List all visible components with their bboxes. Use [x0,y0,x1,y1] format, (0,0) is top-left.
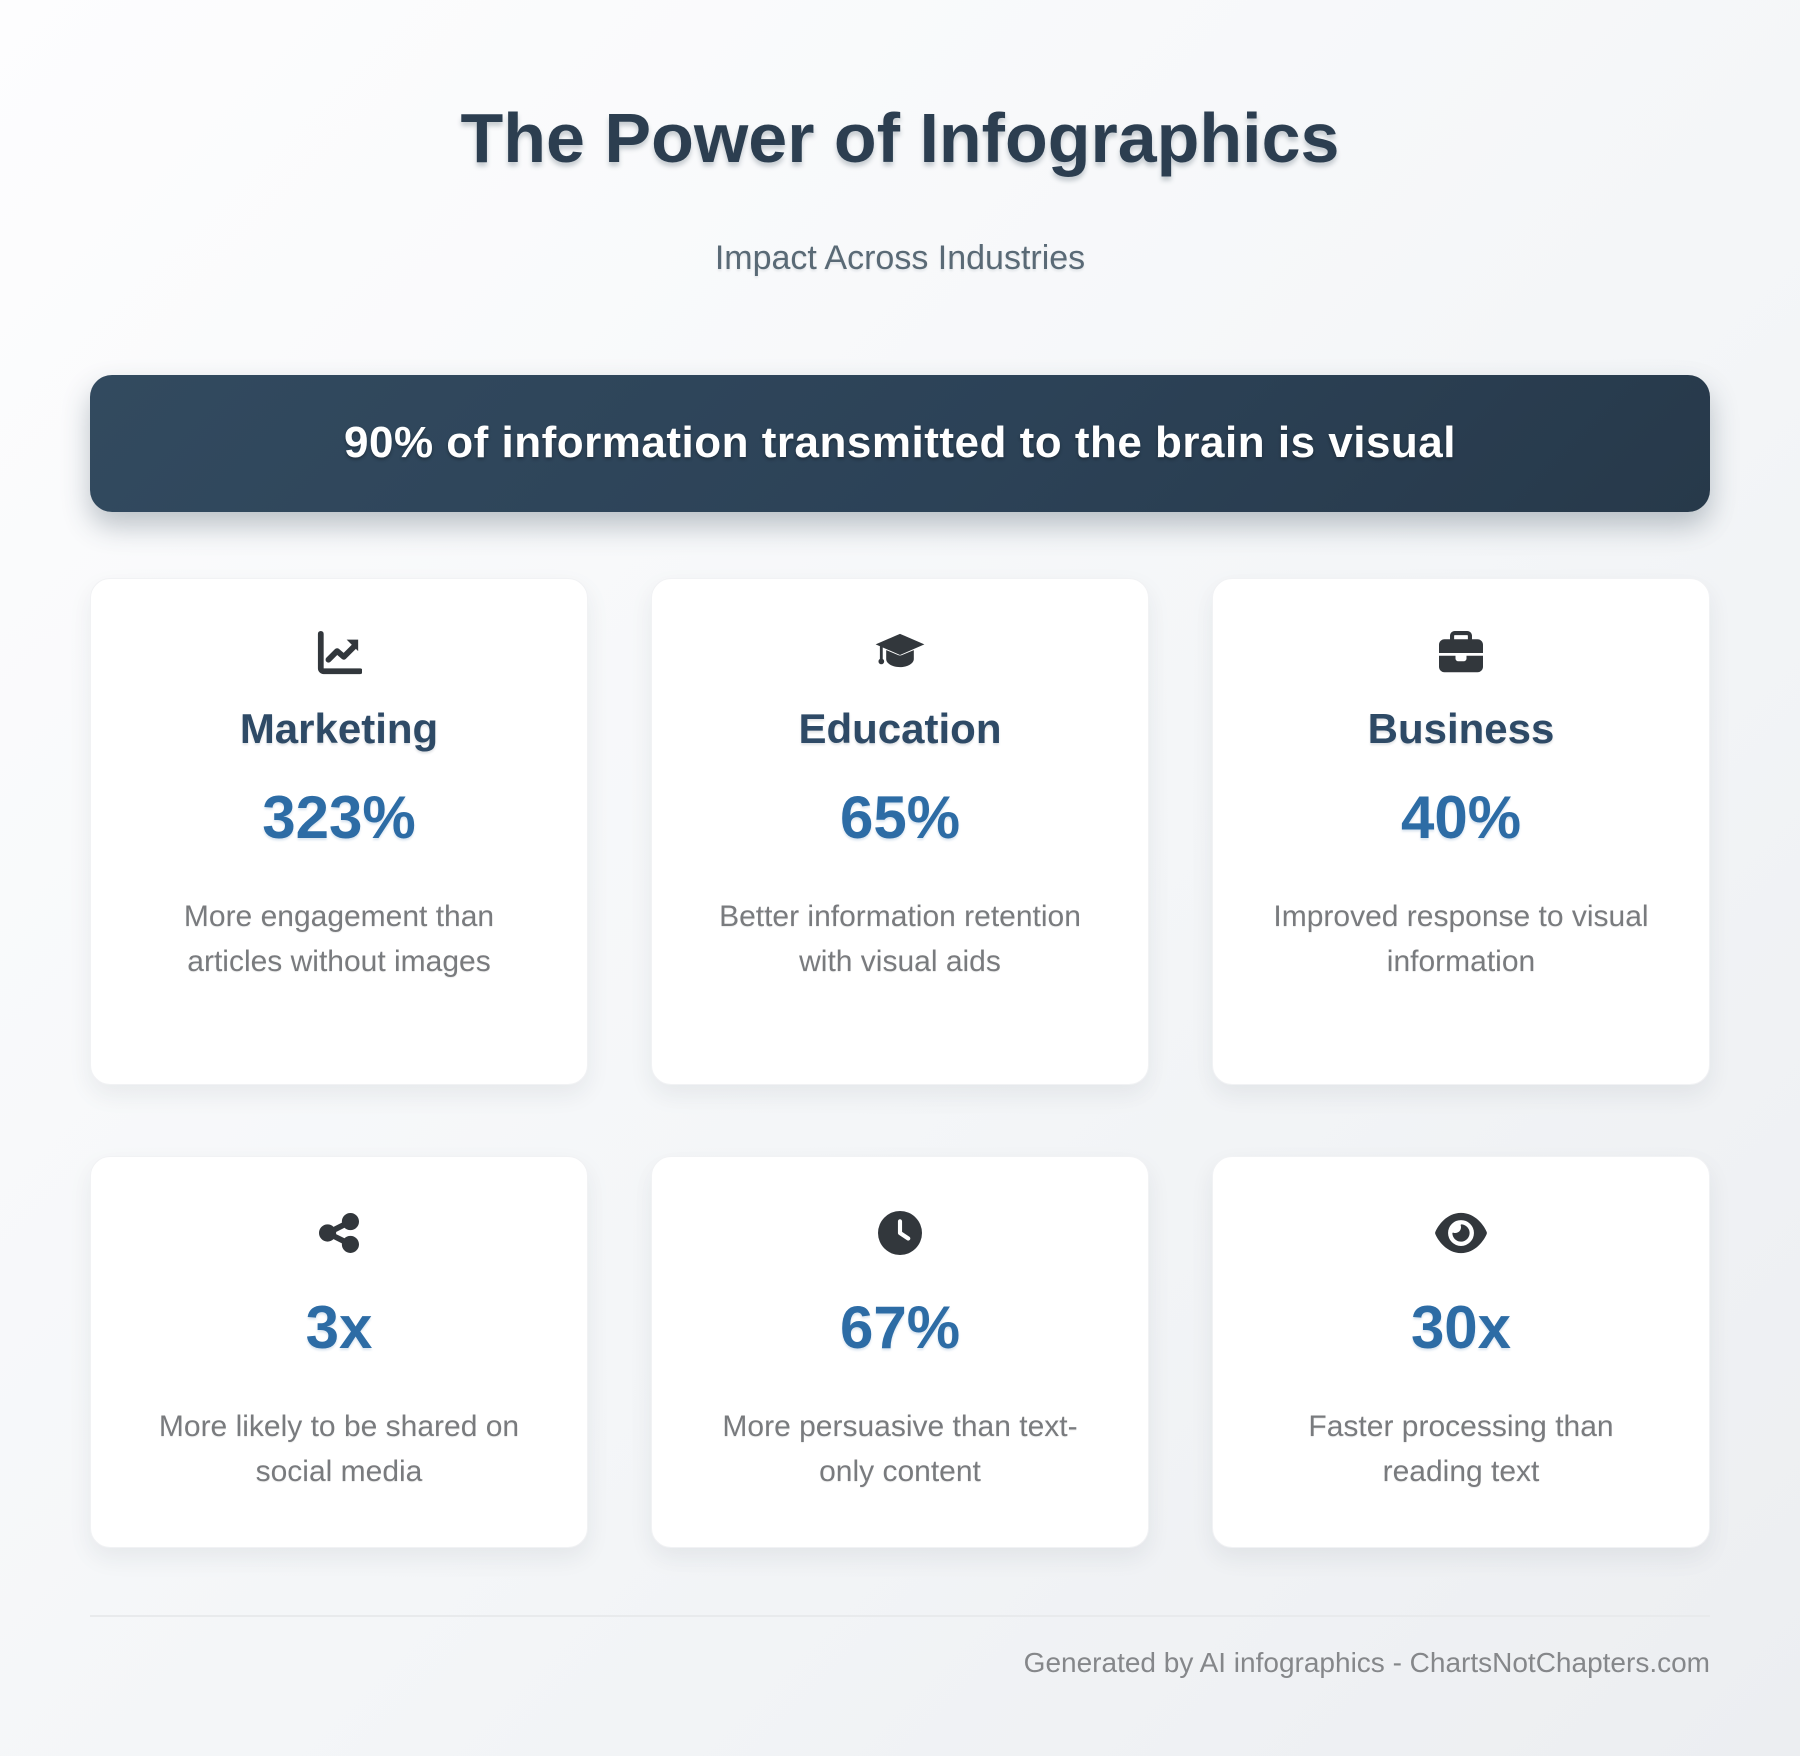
stat-card-marketing: Marketing 323% More engagement than arti… [90,577,588,1085]
share-nodes-icon [135,1209,543,1257]
infographic-page: The Power of Infographics Impact Across … [90,99,1710,1678]
stat-card-education: Education 65% Better information retenti… [651,577,1149,1085]
headline-banner-text: 90% of information transmitted to the br… [344,418,1456,468]
stat-card-value: 3x [305,1293,373,1361]
stat-card-value: 323% [262,783,416,851]
stats-grid: Marketing 323% More engagement than arti… [90,577,1710,1548]
eye-icon [1257,1209,1665,1257]
page-title: The Power of Infographics [460,99,1340,177]
stat-card-value: 67% [839,1293,961,1361]
stat-card-title: Business [1367,704,1555,752]
stat-card-social-sharing: 3x More likely to be shared on social me… [90,1155,588,1548]
stat-card-description: Improved response to visual information [1273,899,1649,978]
stat-card-description: Better information retention with visual… [719,899,1081,978]
stat-card-value: 30x [1410,1293,1512,1361]
briefcase-icon [1257,629,1665,677]
headline-banner: 90% of information transmitted to the br… [90,374,1710,512]
stat-card-description: More engagement than articles without im… [183,899,495,978]
stat-card-title: Marketing [239,704,439,752]
stat-card-value: 65% [839,783,961,851]
stat-card-description: More persuasive than text-only content [722,1409,1078,1488]
footer-divider [90,1614,1710,1617]
stat-card-processing-speed: 30x Faster processing than reading text [1212,1155,1710,1548]
footer-credit: Generated by AI infographics - ChartsNot… [1023,1646,1710,1678]
chart-line-icon [135,629,543,677]
stat-card-description: More likely to be shared on social media [158,1409,520,1488]
stat-card-description: Faster processing than reading text [1308,1409,1614,1488]
page-subtitle: Impact Across Industries [714,239,1086,277]
stat-card-value: 40% [1400,783,1522,851]
graduation-cap-icon [696,629,1104,677]
stat-card-persuasion: 67% More persuasive than text-only conte… [651,1155,1149,1548]
stat-card-title: Education [798,704,1002,752]
clock-icon [696,1209,1104,1257]
stat-card-business: Business 40% Improved response to visual… [1212,577,1710,1085]
